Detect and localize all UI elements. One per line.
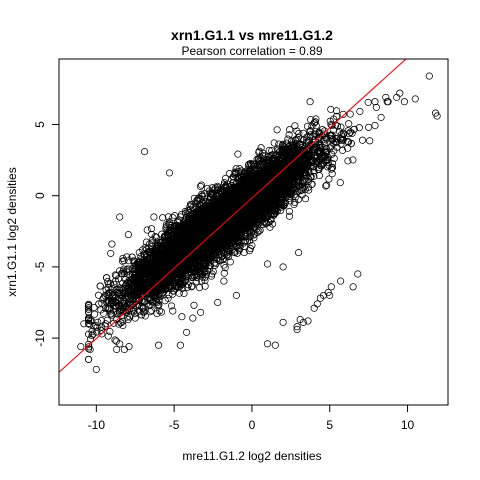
- data-point: [157, 308, 166, 316]
- data-point: [100, 309, 108, 317]
- data-point: [323, 181, 331, 189]
- data-point: [328, 160, 337, 168]
- data-point: [364, 98, 372, 106]
- data-point: [123, 313, 131, 321]
- data-point: [293, 127, 301, 135]
- data-point: [112, 315, 120, 323]
- data-point: [222, 174, 230, 182]
- data-point: [188, 282, 196, 290]
- data-point: [345, 130, 353, 138]
- data-point: [292, 193, 300, 201]
- data-point: [366, 137, 374, 145]
- data-point: [371, 121, 379, 130]
- data-point: [322, 182, 330, 190]
- data-point: [123, 253, 131, 261]
- data-point: [234, 150, 242, 158]
- data-point: [288, 137, 296, 145]
- data-point: [339, 146, 347, 154]
- data-point: [103, 316, 111, 324]
- data-point: [119, 296, 127, 304]
- data-point: [98, 330, 106, 338]
- data-point: [190, 301, 198, 309]
- data-point: [355, 124, 363, 132]
- data-point: [196, 182, 204, 190]
- data-point: [154, 302, 162, 310]
- data-point: [344, 157, 352, 165]
- data-point: [291, 122, 299, 130]
- data-point: [337, 123, 345, 131]
- data-point: [400, 98, 408, 106]
- data-point: [169, 307, 177, 315]
- data-point: [348, 129, 356, 137]
- points-layer: [77, 72, 441, 373]
- data-point: [337, 140, 345, 148]
- data-point: [339, 110, 347, 118]
- data-point: [131, 309, 139, 318]
- data-point: [187, 201, 195, 209]
- data-point: [124, 265, 132, 273]
- data-point: [270, 139, 278, 147]
- data-point: [148, 230, 156, 238]
- data-point: [356, 107, 364, 115]
- data-point: [255, 147, 263, 155]
- data-point: [195, 284, 204, 292]
- data-point: [104, 332, 112, 340]
- data-point: [123, 266, 131, 274]
- chart-title: xrn1.G1.1 vs mre11.G1.2: [171, 27, 333, 43]
- data-point: [349, 156, 357, 164]
- data-point: [126, 313, 134, 321]
- data-point: [330, 147, 338, 155]
- data-point: [168, 302, 176, 310]
- data-point: [336, 179, 344, 187]
- data-point: [85, 305, 93, 313]
- chart-subtitle: Pearson correlation = 0.89: [181, 44, 322, 58]
- data-point: [255, 227, 263, 235]
- data-point: [111, 336, 119, 344]
- data-point: [168, 290, 177, 298]
- data-point: [135, 248, 143, 257]
- data-point: [197, 181, 206, 189]
- data-point: [257, 144, 265, 152]
- data-point: [147, 306, 155, 315]
- data-point: [124, 231, 132, 239]
- data-point: [88, 331, 96, 340]
